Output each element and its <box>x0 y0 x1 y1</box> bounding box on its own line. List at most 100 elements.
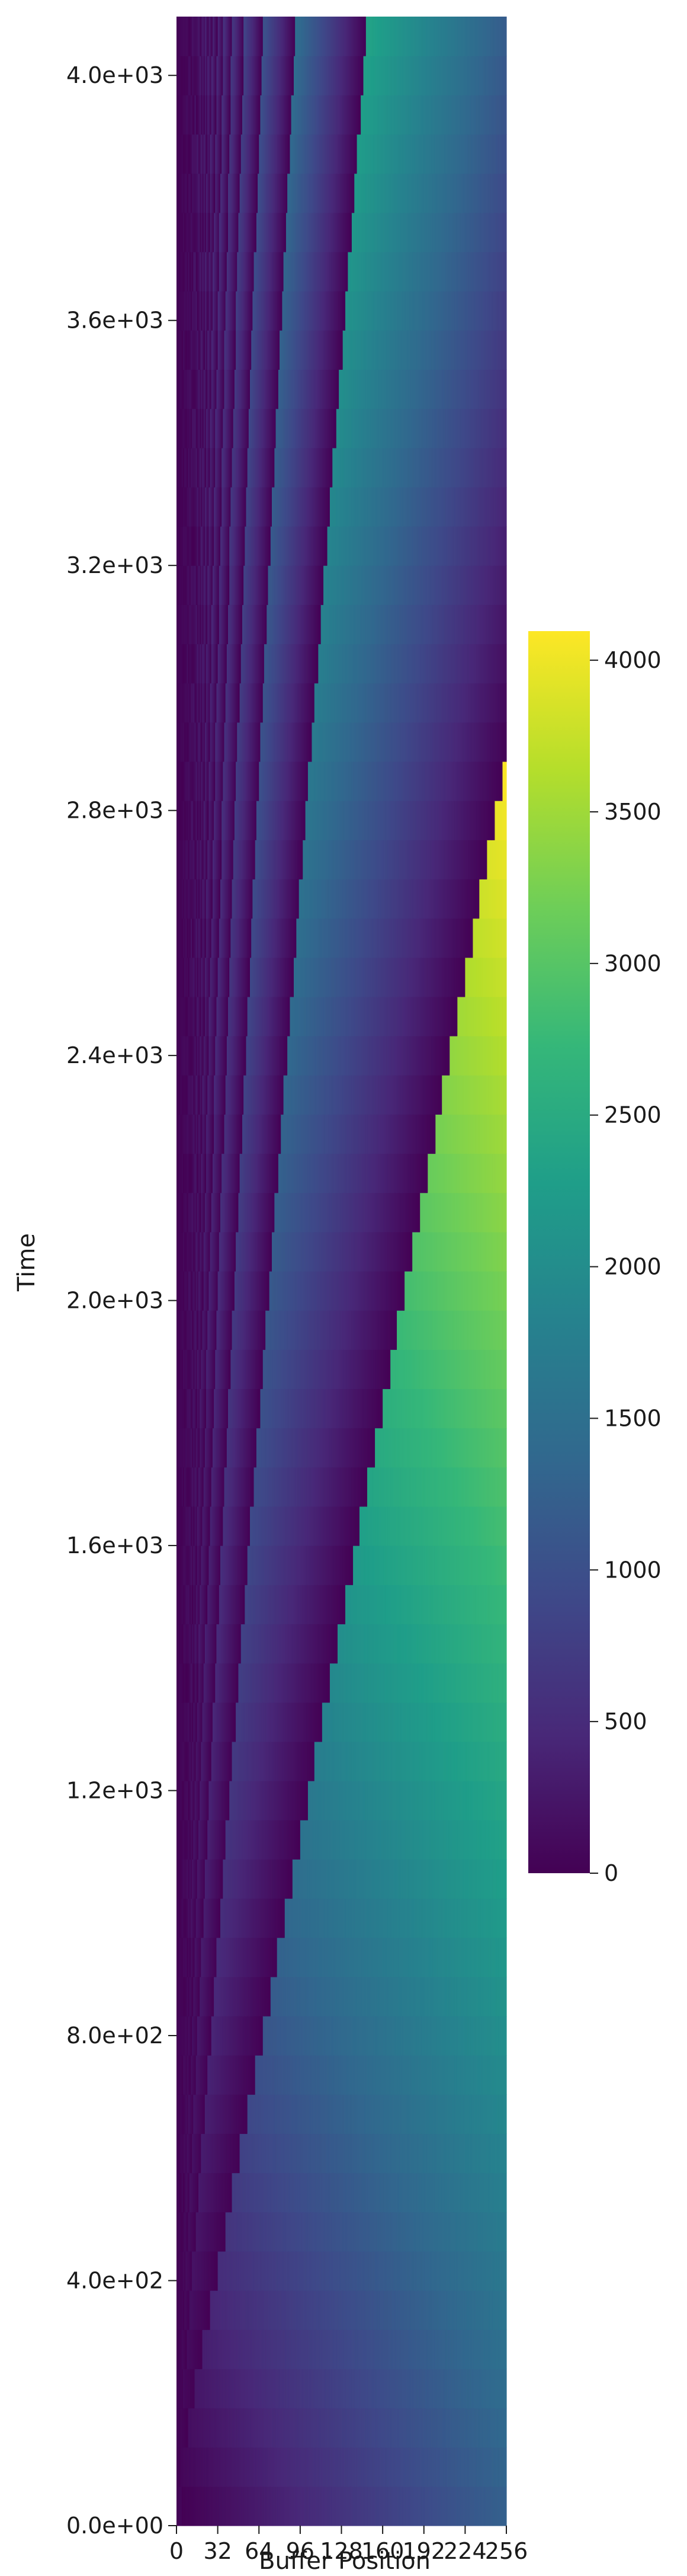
heatmap-cell <box>202 761 204 801</box>
heatmap-cell <box>206 487 208 527</box>
heatmap-cell <box>255 957 257 997</box>
heatmap-cell <box>197 2408 199 2448</box>
heatmap-cell <box>240 2212 243 2252</box>
heatmap-cell <box>240 1388 243 1429</box>
heatmap-cell <box>243 212 245 252</box>
heatmap-cell <box>265 2133 267 2174</box>
heatmap-cell <box>264 1702 266 1742</box>
heatmap-cell <box>210 1036 212 1076</box>
heatmap-cell <box>184 17 186 56</box>
heatmap-cell <box>262 291 265 331</box>
heatmap-column <box>255 17 257 2526</box>
heatmap-cell <box>242 1271 244 1311</box>
heatmap-cell <box>237 408 239 449</box>
heatmap-cell <box>239 957 242 997</box>
heatmap-cell <box>261 2369 264 2409</box>
heatmap-cell <box>194 801 197 840</box>
heatmap-cell <box>228 1075 230 1115</box>
heatmap-column <box>195 17 198 2526</box>
heatmap-cell <box>185 2055 188 2095</box>
heatmap-cell <box>242 1428 244 1468</box>
heatmap-cell <box>260 1741 262 1781</box>
heatmap-cell <box>265 251 267 292</box>
heatmap-cell <box>193 1467 195 1507</box>
heatmap-cell <box>203 487 206 527</box>
heatmap-cell <box>206 2408 208 2448</box>
heatmap-cell <box>187 2055 189 2095</box>
heatmap-cell <box>258 1859 259 1899</box>
heatmap-cell <box>200 1114 201 1154</box>
heatmap-cell <box>259 1976 261 2017</box>
heatmap-cell <box>265 1467 267 1507</box>
heatmap-cell <box>214 879 216 919</box>
heatmap-cell <box>259 2408 261 2448</box>
heatmap-cell <box>221 1075 223 1115</box>
heatmap-cell <box>264 1898 266 1938</box>
heatmap-cell <box>198 2447 200 2487</box>
heatmap-cell <box>193 604 195 645</box>
heatmap-cell <box>206 565 208 605</box>
heatmap-cell <box>202 526 204 566</box>
heatmap-cell <box>193 330 195 370</box>
heatmap-cell <box>225 957 227 997</box>
heatmap-cell <box>178 1937 179 1977</box>
heatmap-cell <box>194 487 197 527</box>
heatmap-cell <box>240 1231 243 1272</box>
heatmap-cell <box>243 565 245 605</box>
heatmap-cell <box>206 996 208 1036</box>
heatmap-cell <box>232 95 234 135</box>
heatmap-cell <box>258 1545 259 1585</box>
heatmap-cell <box>211 1506 213 1546</box>
heatmap-cell <box>267 1388 269 1429</box>
heatmap-cell <box>233 1467 235 1507</box>
heatmap-cell <box>242 1702 244 1742</box>
heatmap-cell <box>240 369 243 409</box>
heatmap-cell <box>245 447 247 488</box>
heatmap-cell <box>243 1585 245 1625</box>
heatmap-cell <box>242 1976 244 2017</box>
heatmap-cell <box>237 2133 239 2174</box>
heatmap-cell <box>215 56 217 95</box>
heatmap-cell <box>197 1231 199 1272</box>
heatmap-cell <box>265 2172 267 2213</box>
heatmap-cell <box>190 1702 192 1742</box>
heatmap-cell <box>180 1506 182 1546</box>
heatmap-cell <box>189 17 191 56</box>
heatmap-cell <box>203 1545 206 1585</box>
heatmap-cell <box>192 291 194 331</box>
heatmap-cell <box>239 1114 242 1154</box>
heatmap-cell <box>261 1349 264 1390</box>
heatmap-cell <box>180 722 182 762</box>
heatmap-cell <box>217 1114 220 1154</box>
heatmap-cell <box>220 2015 222 2056</box>
heatmap-cell <box>190 1153 192 1193</box>
heatmap-cell <box>232 604 234 645</box>
heatmap-cell <box>178 2408 179 2448</box>
heatmap-cell <box>260 1898 262 1938</box>
heatmap-cell <box>193 1898 195 1938</box>
heatmap-cell <box>214 1937 216 1977</box>
heatmap-cell <box>224 487 226 527</box>
heatmap-cell <box>240 526 243 566</box>
heatmap-cell <box>204 173 207 213</box>
heatmap-cell <box>195 1075 198 1115</box>
heatmap-cell <box>243 1859 245 1899</box>
heatmap-cell <box>245 565 247 605</box>
heatmap-cell <box>234 761 236 801</box>
heatmap-cell <box>248 408 251 449</box>
heatmap-cell <box>265 1192 267 1233</box>
heatmap-cell <box>207 1428 209 1468</box>
heatmap-cell <box>198 2172 200 2213</box>
heatmap-cell <box>192 1898 194 1938</box>
heatmap-cell <box>258 1428 259 1468</box>
heatmap-cell <box>219 996 221 1036</box>
heatmap-cell <box>255 2329 257 2369</box>
heatmap-cell <box>221 1231 223 1272</box>
heatmap-cell <box>180 212 182 252</box>
heatmap-cell <box>215 1036 217 1076</box>
heatmap-cell <box>238 2486 240 2526</box>
heatmap-cell <box>180 2172 182 2213</box>
heatmap-cell <box>189 251 191 292</box>
heatmap-cell <box>208 2369 211 2409</box>
heatmap-cell <box>251 1310 253 1350</box>
